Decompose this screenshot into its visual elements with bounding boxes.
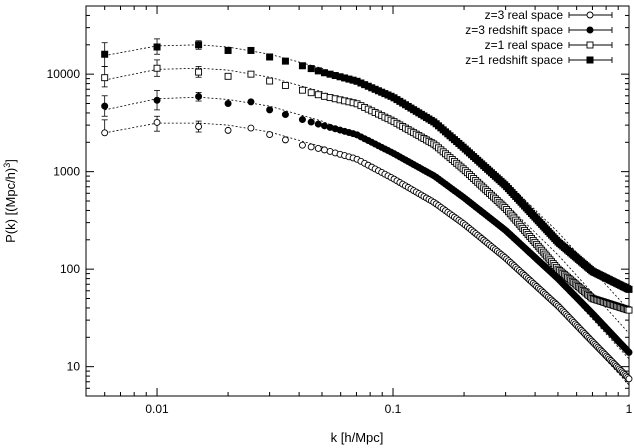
data-point-0-0 — [101, 129, 109, 137]
data-point-0-8 — [307, 143, 315, 151]
y-tick-label-3: 10000 — [47, 67, 81, 81]
legend-entry-0: z=3 real space — [485, 8, 613, 22]
data-point-3-1 — [153, 43, 161, 51]
legend-label-3: z=1 redshift space — [465, 53, 563, 67]
x-tick-label-0: 0.01 — [145, 402, 169, 416]
data-point-2-8 — [307, 89, 315, 97]
data-point-0-2 — [195, 123, 203, 131]
data-point-2-0 — [101, 74, 109, 82]
data-point-3-156 — [625, 285, 633, 293]
x-tick-label-1: 0.1 — [385, 402, 402, 416]
data-point-1-4 — [247, 98, 255, 106]
y-axis-label-exponent: 3 — [2, 163, 12, 168]
data-point-0-4 — [247, 124, 255, 132]
legend-entry-1: z=3 redshift space — [465, 23, 613, 37]
data-point-2-5 — [266, 77, 274, 85]
data-point-2-2 — [195, 68, 203, 76]
data-point-0-1 — [153, 118, 161, 126]
data-point-2-9 — [314, 91, 322, 99]
y-tick-label-1: 100 — [60, 262, 80, 276]
data-point-1-156 — [625, 348, 633, 356]
y-axis-label-main: P(k) [(Mpc/h) — [3, 168, 18, 243]
model-curve-3 — [104, 44, 630, 311]
legend-marker-0 — [586, 11, 594, 19]
data-point-2-7 — [298, 86, 306, 94]
data-point-1-1 — [153, 96, 161, 104]
data-point-0-7 — [298, 141, 306, 149]
y-axis-label-close: ] — [3, 159, 18, 163]
axis-ticks: 0.01 0.1 1 10 100 1000 10000 — [47, 5, 633, 416]
data-point-2-1 — [153, 64, 161, 72]
data-point-1-6 — [281, 111, 289, 119]
data-point-1-9 — [314, 120, 322, 128]
data-point-3-3 — [224, 46, 232, 54]
data-point-1-0 — [101, 102, 109, 110]
legend-marker-1 — [586, 26, 594, 34]
data-point-2-6 — [281, 81, 289, 89]
data-point-3-5 — [266, 53, 274, 61]
data-point-1-7 — [298, 116, 306, 124]
data-point-3-8 — [307, 65, 315, 73]
y-tick-label-0: 10 — [67, 360, 81, 374]
data-point-3-0 — [101, 50, 109, 58]
legend-marker-2 — [586, 41, 594, 49]
data-point-3-9 — [314, 67, 322, 75]
legend-label-1: z=3 redshift space — [465, 23, 563, 37]
data-point-3-2 — [195, 41, 203, 49]
data-point-3-7 — [298, 62, 306, 70]
series-1 — [101, 92, 633, 356]
legend-entry-3: z=1 redshift space — [465, 53, 613, 67]
data-point-2-156 — [625, 306, 633, 314]
data-point-0-156 — [625, 375, 633, 383]
series-3 — [101, 41, 633, 293]
data-point-0-9 — [314, 144, 322, 152]
legend-label-0: z=3 real space — [485, 8, 564, 22]
data-point-1-8 — [307, 118, 315, 126]
data-point-0-10 — [321, 146, 328, 154]
legend-marker-3 — [586, 56, 594, 64]
data-point-3-6 — [281, 57, 289, 65]
y-axis-label: P(k) [(Mpc/h)3] — [2, 159, 18, 243]
data-point-0-6 — [281, 136, 289, 144]
data-point-3-4 — [247, 46, 255, 54]
data-point-2-4 — [247, 70, 255, 78]
data-point-1-10 — [320, 122, 328, 130]
data-point-0-5 — [266, 131, 274, 139]
data-point-1-3 — [224, 100, 232, 107]
data-point-1-5 — [266, 106, 274, 114]
data-point-0-3 — [224, 126, 232, 134]
x-tick-label-2: 1 — [626, 402, 633, 416]
model-curve-2 — [104, 67, 630, 334]
data-point-2-10 — [321, 92, 328, 100]
data-point-1-2 — [195, 92, 203, 100]
model-curves — [104, 44, 630, 386]
series-0 — [101, 118, 633, 383]
legend-entry-2: z=1 real space — [485, 38, 613, 52]
data-point-2-3 — [224, 72, 232, 80]
y-tick-label-2: 1000 — [53, 165, 80, 179]
x-axis-label: k [h/Mpc] — [331, 430, 384, 445]
series-2 — [101, 64, 633, 314]
legend-label-2: z=1 real space — [485, 38, 564, 52]
data-markers — [101, 41, 633, 383]
